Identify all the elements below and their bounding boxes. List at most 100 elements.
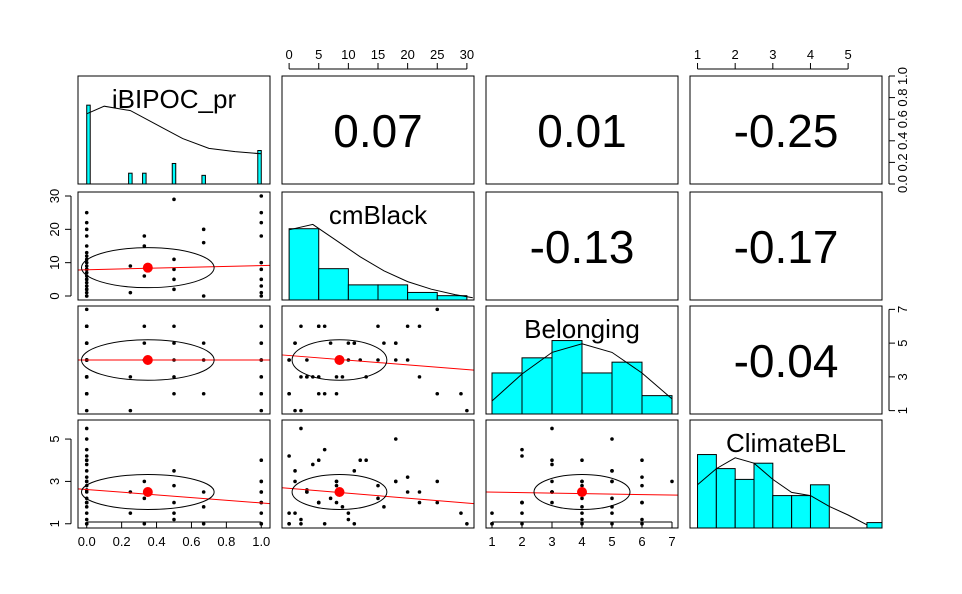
data-point xyxy=(580,496,584,501)
data-point xyxy=(340,375,345,379)
data-point xyxy=(259,267,264,272)
correlation-value: -0.04 xyxy=(734,335,839,387)
data-point xyxy=(172,257,176,262)
tick-label: 0.8 xyxy=(895,89,910,107)
data-point xyxy=(334,479,339,484)
tick-label: 1 xyxy=(895,407,910,414)
data-point xyxy=(417,490,422,494)
data-point xyxy=(417,375,422,379)
data-point xyxy=(550,426,554,431)
data-point xyxy=(201,391,206,396)
data-point xyxy=(465,408,469,413)
data-point xyxy=(128,264,133,268)
data-point xyxy=(172,277,176,282)
data-point xyxy=(490,511,494,515)
data-point xyxy=(311,462,315,467)
data-point xyxy=(670,479,674,484)
tick-label: 1 xyxy=(694,47,701,62)
data-point xyxy=(322,521,327,526)
data-point xyxy=(610,479,614,484)
tick-label: 5 xyxy=(47,435,62,442)
data-point xyxy=(305,358,309,362)
histogram-bar xyxy=(491,372,523,415)
data-point xyxy=(352,469,357,473)
data-point xyxy=(259,341,264,345)
data-point xyxy=(293,469,297,473)
panel-r2-c1 xyxy=(281,305,475,415)
data-point xyxy=(346,511,351,515)
data-point xyxy=(84,294,89,298)
data-point xyxy=(201,505,206,509)
data-point xyxy=(287,391,291,396)
data-point xyxy=(299,408,303,413)
histogram-bar xyxy=(641,395,673,415)
data-point xyxy=(142,479,147,484)
data-point xyxy=(84,220,89,225)
data-point xyxy=(84,437,89,441)
variable-label: cmBlack xyxy=(329,200,428,230)
panel-r2-c3: -0.04 xyxy=(689,305,883,415)
data-point xyxy=(334,375,339,379)
data-point xyxy=(287,358,291,362)
data-point xyxy=(417,500,422,505)
panel-r0-c1: 0.07 xyxy=(281,75,475,185)
mean-point xyxy=(142,262,153,273)
data-point xyxy=(299,324,303,329)
data-point xyxy=(340,505,345,509)
panel-frame xyxy=(689,305,883,415)
tick-label: 1.0 xyxy=(895,67,910,85)
data-point xyxy=(142,244,147,248)
panel-r1-c0 xyxy=(77,191,271,301)
panel-frame xyxy=(281,191,475,301)
tick-label: 4 xyxy=(807,47,814,62)
data-point xyxy=(259,391,264,396)
data-point xyxy=(405,324,410,329)
data-point xyxy=(201,341,206,345)
histogram-bar xyxy=(318,268,349,301)
data-point xyxy=(142,496,147,501)
data-point xyxy=(84,517,89,522)
histogram-bar xyxy=(866,522,883,529)
data-point xyxy=(84,280,89,285)
data-point xyxy=(84,500,89,505)
data-point xyxy=(322,324,327,329)
tick-label: 0 xyxy=(285,47,292,62)
correlation-value: 0.01 xyxy=(537,105,627,157)
data-point xyxy=(405,490,410,494)
variable-label: Belonging xyxy=(524,314,640,344)
correlation-ellipse xyxy=(80,339,215,381)
data-point xyxy=(520,500,524,505)
data-point xyxy=(417,324,422,329)
data-point xyxy=(316,391,321,396)
tick-label: 6 xyxy=(638,534,645,549)
regression-line xyxy=(281,487,475,505)
correlation-value: -0.25 xyxy=(734,105,839,157)
correlation-ellipse xyxy=(533,474,631,510)
data-point xyxy=(393,479,398,484)
data-point xyxy=(435,500,440,505)
panel-frame xyxy=(689,191,883,301)
data-point xyxy=(550,462,554,467)
data-point xyxy=(640,458,644,463)
tick-label: 1 xyxy=(47,520,62,527)
mean-point xyxy=(577,487,587,497)
data-point xyxy=(580,517,584,522)
correlation-value: -0.17 xyxy=(734,221,839,273)
data-point xyxy=(358,458,363,463)
density-curve xyxy=(491,343,673,402)
data-point xyxy=(322,447,327,452)
data-point xyxy=(520,447,524,452)
data-point xyxy=(580,511,584,515)
data-point xyxy=(84,250,89,255)
tick-label: 0.4 xyxy=(895,132,910,150)
data-point xyxy=(142,274,147,278)
data-point xyxy=(287,521,291,526)
data-point xyxy=(346,341,351,345)
data-point xyxy=(405,475,410,479)
data-point xyxy=(376,324,380,329)
histogram-bar xyxy=(581,372,613,415)
histogram-bar xyxy=(697,454,717,529)
histogram-bar xyxy=(288,228,320,301)
panel-r3-c3: ClimateBL xyxy=(689,419,883,529)
